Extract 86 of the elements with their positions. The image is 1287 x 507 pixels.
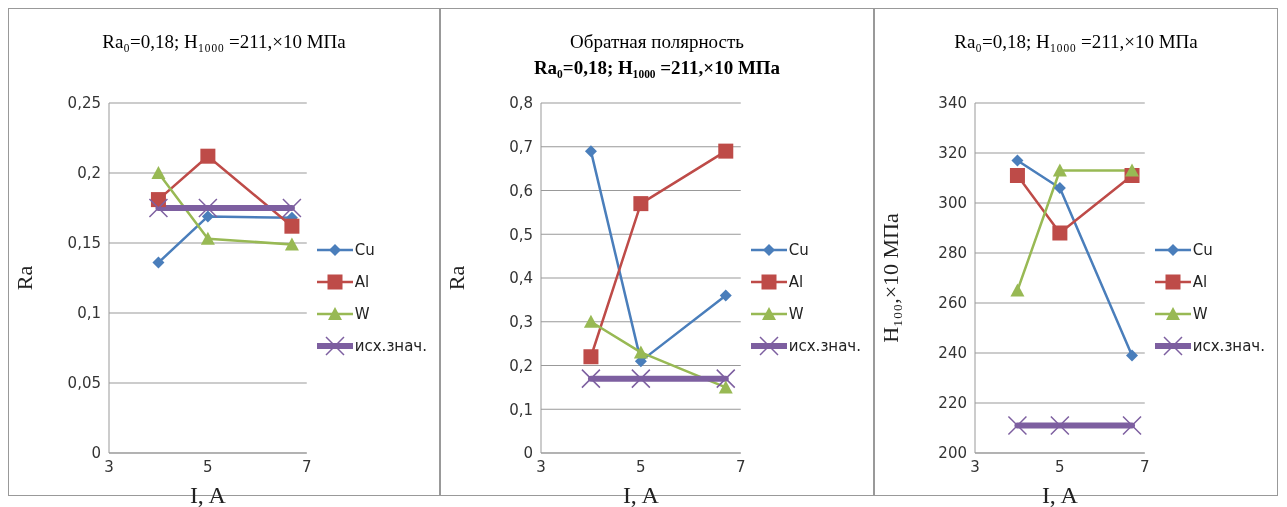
point — [152, 256, 165, 269]
y-tick-label: 0,15 — [67, 234, 101, 253]
legend-label: Cu — [354, 241, 375, 259]
point — [584, 145, 597, 158]
point — [583, 349, 599, 365]
x-tick-label: 7 — [301, 457, 312, 476]
y-tick-label: 260 — [938, 294, 967, 313]
point — [1011, 154, 1024, 167]
point — [282, 198, 302, 218]
legend-label: W — [1192, 305, 1208, 323]
x-tick-label: 5 — [203, 457, 213, 476]
y-tick-label: 280 — [938, 244, 967, 263]
point — [1010, 283, 1025, 297]
point — [1050, 415, 1070, 436]
legend-label: Al — [354, 273, 370, 291]
point — [151, 166, 166, 179]
y-axis-title: Ra — [11, 265, 37, 291]
legend-label: Al — [788, 273, 804, 291]
chart-subtitle: Ra₀=0,18; H₁₀₀₀ =211,×10 МПа — [532, 57, 782, 80]
chart-title: Ra₀=0,18; H₁₀₀₀ =211,×10 МПа — [953, 31, 1199, 54]
point — [583, 314, 598, 328]
legend-label: исх.знач. — [1192, 337, 1265, 355]
point — [719, 289, 732, 302]
y-tick-label: 0,3 — [509, 313, 533, 332]
point — [1052, 225, 1068, 241]
legend-label: W — [354, 305, 370, 323]
chart-title: Ra₀=0,18; H₁₀₀₀ =211,×10 МПа — [101, 31, 347, 54]
point — [201, 210, 214, 223]
point — [200, 148, 216, 164]
point — [631, 368, 651, 389]
point — [581, 368, 601, 389]
chart-title: Обратная полярность — [569, 31, 745, 54]
point — [284, 218, 300, 234]
y-tick-label: 0,8 — [509, 94, 533, 113]
x-tick-label: 3 — [536, 457, 546, 476]
x-axis-title: I, A — [189, 482, 227, 507]
y-tick-label: 0,25 — [67, 94, 101, 113]
point — [718, 143, 734, 159]
legend-label: Cu — [788, 241, 809, 259]
y-tick-label: 0 — [523, 444, 533, 463]
y-tick-label: 0,2 — [77, 164, 101, 183]
y-tick-label: 0,05 — [67, 374, 101, 393]
x-tick-label: 3 — [104, 457, 114, 476]
point — [1126, 349, 1139, 362]
y-tick-label: 0,6 — [509, 181, 533, 200]
y-tick-label: 0,7 — [509, 138, 533, 157]
x-tick-label: 5 — [636, 457, 646, 476]
y-tick-label: 0,1 — [509, 400, 533, 419]
y-tick-label: 200 — [938, 444, 967, 463]
point — [148, 198, 169, 218]
point — [1009, 168, 1025, 183]
y-tick-label: 0 — [91, 444, 101, 463]
x-tick-label: 7 — [1139, 457, 1150, 476]
point — [1052, 163, 1067, 177]
legend-label: исх.знач. — [788, 337, 861, 355]
point — [1053, 182, 1066, 194]
point — [633, 345, 648, 359]
y-axis-title: H₁₀₀,×10 МПа — [877, 213, 903, 343]
point — [200, 231, 215, 245]
point — [1122, 415, 1142, 436]
legend-label: Cu — [1192, 241, 1213, 259]
point — [718, 380, 733, 394]
y-tick-label: 320 — [938, 144, 967, 163]
y-tick-label: 0,5 — [509, 225, 533, 244]
y-tick-label: 340 — [938, 94, 967, 113]
x-tick-label: 3 — [970, 457, 980, 476]
point — [198, 198, 218, 218]
point — [284, 237, 299, 251]
y-tick-label: 0,1 — [77, 304, 101, 323]
legend-label: Al — [1192, 273, 1208, 291]
legend-label: W — [788, 305, 804, 323]
y-tick-label: 0,2 — [509, 356, 533, 375]
y-axis-title: Ra — [443, 265, 469, 291]
point — [716, 368, 736, 389]
x-tick-label: 7 — [735, 457, 746, 476]
y-tick-label: 220 — [938, 394, 967, 413]
y-tick-label: 240 — [938, 344, 967, 363]
x-tick-label: 5 — [1055, 457, 1065, 476]
y-tick-label: 300 — [938, 194, 967, 213]
y-tick-label: 0,4 — [509, 269, 533, 288]
legend-label: исх.знач. — [354, 337, 427, 355]
x-axis-title: I, A — [622, 482, 660, 507]
x-axis-title: I, A — [1041, 482, 1079, 507]
point — [1125, 163, 1140, 177]
point — [633, 196, 649, 212]
point — [1007, 415, 1028, 436]
